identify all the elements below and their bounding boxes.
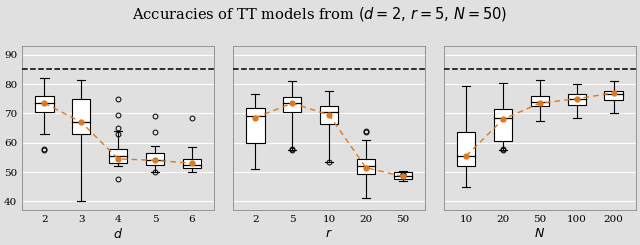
Bar <box>182 159 201 168</box>
X-axis label: $r$: $r$ <box>325 227 333 240</box>
Bar <box>146 153 164 165</box>
Bar <box>531 96 549 106</box>
X-axis label: $d$: $d$ <box>113 227 123 241</box>
Bar <box>457 133 476 166</box>
Bar <box>394 172 412 179</box>
Bar <box>246 108 264 143</box>
Text: Accuracies of TT models from $(d = 2,\, r = 5,\, N = 50)$: Accuracies of TT models from $(d = 2,\, … <box>132 5 508 23</box>
Bar <box>320 106 339 124</box>
Bar <box>109 149 127 163</box>
Bar <box>283 97 301 112</box>
Bar <box>494 109 512 141</box>
Bar <box>605 91 623 100</box>
Bar <box>72 99 90 134</box>
Bar <box>568 94 586 105</box>
Bar <box>35 96 54 112</box>
Bar <box>356 159 375 173</box>
X-axis label: $N$: $N$ <box>534 227 545 240</box>
